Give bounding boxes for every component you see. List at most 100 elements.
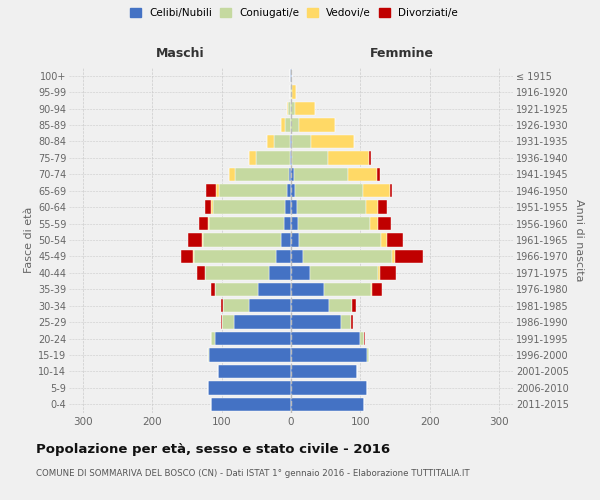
Bar xyxy=(209,348,291,362)
Bar xyxy=(352,316,353,329)
Bar xyxy=(208,381,291,394)
Text: Maschi: Maschi xyxy=(155,47,205,60)
Bar xyxy=(325,282,371,296)
Bar xyxy=(370,217,379,230)
Bar xyxy=(291,118,299,132)
Bar xyxy=(212,200,286,214)
Bar xyxy=(310,266,379,280)
Bar xyxy=(250,299,291,312)
Bar xyxy=(291,381,367,394)
Bar xyxy=(367,348,368,362)
Bar xyxy=(291,134,292,148)
Bar xyxy=(291,184,295,198)
Bar xyxy=(276,250,291,263)
Bar xyxy=(188,234,202,246)
Y-axis label: Anni di nascita: Anni di nascita xyxy=(574,198,584,281)
Bar xyxy=(352,299,356,312)
Bar xyxy=(256,151,290,164)
Bar xyxy=(284,217,291,230)
Bar xyxy=(203,234,281,246)
Bar xyxy=(289,168,291,181)
Bar xyxy=(291,86,292,99)
Bar xyxy=(205,200,211,214)
Bar xyxy=(366,200,379,214)
Bar xyxy=(206,184,216,198)
Bar xyxy=(295,102,314,116)
Bar xyxy=(389,184,392,198)
Bar xyxy=(211,332,215,345)
Bar xyxy=(211,398,291,411)
Bar xyxy=(379,217,391,230)
Bar xyxy=(235,168,289,181)
Bar xyxy=(328,151,368,164)
Bar xyxy=(292,134,311,148)
Bar xyxy=(329,299,352,312)
Bar xyxy=(205,266,269,280)
Bar xyxy=(292,151,328,164)
Bar xyxy=(274,134,290,148)
Text: Femmine: Femmine xyxy=(370,47,434,60)
Bar xyxy=(395,250,423,263)
Bar xyxy=(291,250,304,263)
Bar xyxy=(181,250,193,263)
Bar xyxy=(291,151,292,164)
Bar xyxy=(291,234,299,246)
Bar xyxy=(250,151,256,164)
Bar xyxy=(216,184,219,198)
Bar xyxy=(291,332,361,345)
Bar xyxy=(291,102,295,116)
Bar xyxy=(291,266,310,280)
Bar xyxy=(291,69,292,82)
Bar xyxy=(211,282,215,296)
Bar xyxy=(221,299,223,312)
Bar xyxy=(215,332,291,345)
Bar xyxy=(296,200,366,214)
Bar xyxy=(369,151,371,164)
Bar xyxy=(199,217,208,230)
Bar xyxy=(208,348,209,362)
Bar xyxy=(267,134,274,148)
Bar xyxy=(285,118,291,132)
Bar xyxy=(221,316,234,329)
Bar xyxy=(281,234,291,246)
Bar xyxy=(291,398,364,411)
Bar xyxy=(348,168,377,181)
Bar xyxy=(295,184,363,198)
Bar xyxy=(291,348,367,362)
Legend: Celibi/Nubili, Coniugati/e, Vedovi/e, Divorziati/e: Celibi/Nubili, Coniugati/e, Vedovi/e, Di… xyxy=(127,5,461,21)
Bar xyxy=(291,282,325,296)
Y-axis label: Fasce di età: Fasce di età xyxy=(23,207,34,273)
Bar xyxy=(286,200,291,214)
Bar xyxy=(387,234,403,246)
Bar xyxy=(193,250,194,263)
Bar xyxy=(290,86,291,99)
Bar xyxy=(292,86,296,99)
Bar xyxy=(372,282,382,296)
Bar xyxy=(194,250,276,263)
Bar xyxy=(197,266,205,280)
Bar xyxy=(392,250,395,263)
Bar xyxy=(381,234,387,246)
Bar xyxy=(215,282,258,296)
Bar xyxy=(290,69,291,82)
Bar xyxy=(299,118,335,132)
Bar xyxy=(223,299,250,312)
Bar xyxy=(291,217,298,230)
Bar xyxy=(371,282,372,296)
Bar xyxy=(211,200,212,214)
Bar xyxy=(379,266,380,280)
Bar xyxy=(361,332,364,345)
Bar xyxy=(291,200,296,214)
Bar xyxy=(219,184,287,198)
Bar xyxy=(269,266,291,280)
Bar xyxy=(291,316,341,329)
Bar xyxy=(291,168,294,181)
Bar xyxy=(294,168,348,181)
Bar xyxy=(290,134,291,148)
Bar xyxy=(298,217,370,230)
Text: Popolazione per età, sesso e stato civile - 2016: Popolazione per età, sesso e stato civil… xyxy=(36,442,390,456)
Bar xyxy=(218,364,291,378)
Bar xyxy=(364,332,365,345)
Text: COMUNE DI SOMMARIVA DEL BOSCO (CN) - Dati ISTAT 1° gennaio 2016 - Elaborazione T: COMUNE DI SOMMARIVA DEL BOSCO (CN) - Dat… xyxy=(36,469,470,478)
Bar xyxy=(291,364,357,378)
